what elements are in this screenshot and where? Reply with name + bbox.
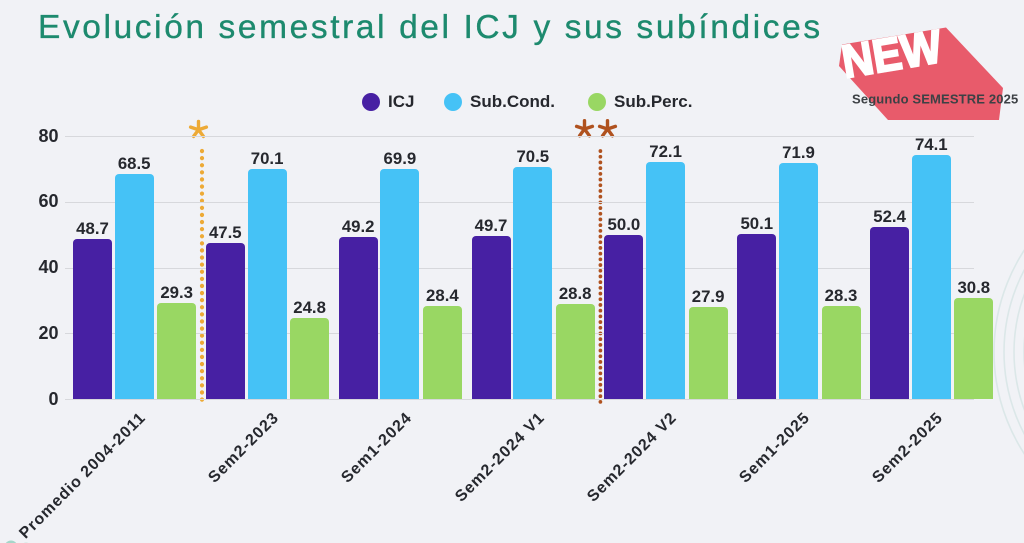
svg-text:Segundo SEMESTRE 2025: Segundo SEMESTRE 2025 [852, 92, 1018, 107]
